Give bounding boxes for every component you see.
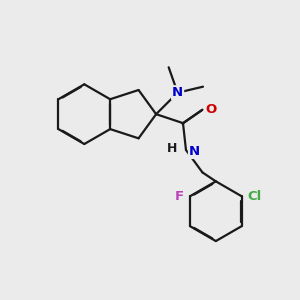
- Text: Cl: Cl: [248, 190, 262, 203]
- Text: N: N: [189, 145, 200, 158]
- Text: F: F: [175, 190, 184, 203]
- Text: N: N: [172, 86, 183, 99]
- Text: O: O: [206, 103, 217, 116]
- Text: H: H: [167, 142, 178, 155]
